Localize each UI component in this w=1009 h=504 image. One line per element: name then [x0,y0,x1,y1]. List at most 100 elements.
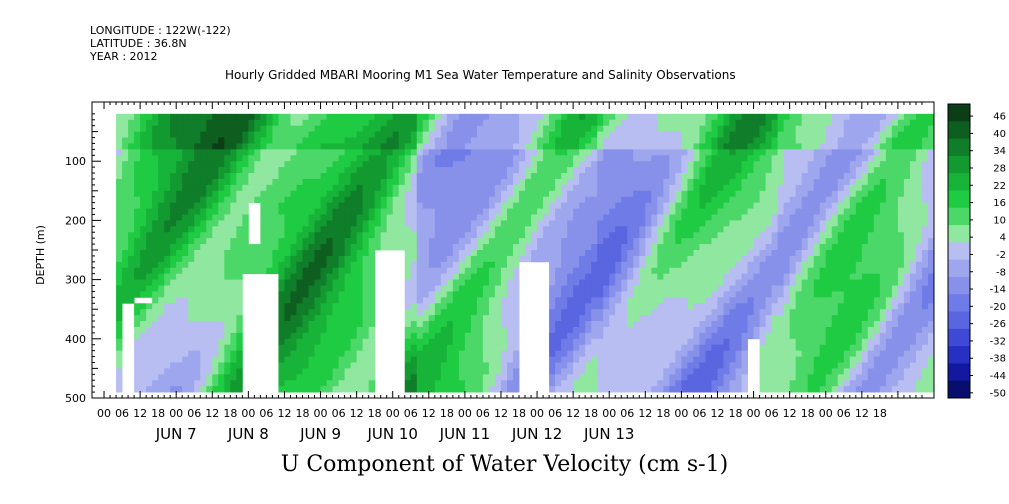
field-cell [236,161,243,168]
field-cell [272,125,279,132]
field-cell [158,244,165,251]
field-cell [561,143,568,150]
field-cell [194,291,201,298]
field-cell [242,143,249,150]
field-cell [350,315,358,322]
field-cell [194,356,201,363]
field-cell [188,190,195,198]
field-cell [224,255,231,263]
field-cell [585,362,592,369]
field-cell [705,119,712,127]
field-cell [200,326,207,334]
field-cell [729,244,736,251]
field-cell [452,368,460,375]
field-cell [699,291,706,298]
field-cell [338,326,345,334]
field-cell [224,244,231,251]
field-cell [645,315,652,322]
field-cell [747,226,754,233]
field-cell [470,362,478,369]
field-cell [176,303,183,310]
field-cell [627,344,634,352]
field-cell [783,303,791,310]
field-cell [783,291,791,298]
field-cell [368,291,376,298]
field-cell [621,285,628,292]
field-cell [212,255,219,263]
field-cell [585,255,592,263]
field-cell [140,208,147,215]
field-cell [182,356,189,363]
field-cell [452,190,460,198]
field-cell [296,214,303,221]
field-cell [284,297,291,304]
field-cell [482,356,490,363]
field-cell [488,131,496,138]
field-cell [470,250,478,257]
field-cell [164,321,171,328]
field-cell [476,143,484,150]
field-cell [428,113,436,121]
field-cell [519,167,526,174]
field-cell [567,303,574,310]
field-cell [705,315,712,322]
field-cell [537,119,544,127]
field-cell [741,143,748,150]
field-cell [206,380,213,387]
field-cell [669,362,676,369]
field-cell [615,190,622,198]
field-cell [434,250,442,257]
field-cell [639,143,646,150]
field-cell [284,255,291,263]
field-cell [362,285,370,292]
field-cell [236,184,243,192]
field-cell [633,238,640,245]
field-cell [494,309,502,316]
field-cell [356,173,364,180]
field-cell [230,356,237,363]
field-cell [170,356,177,363]
field-cell [765,155,773,162]
field-cell [609,356,616,363]
field-cell [645,332,652,340]
field-cell [735,285,742,292]
field-cell [284,380,291,387]
field-cell [176,362,183,369]
field-cell [260,184,267,192]
field-cell [212,149,219,156]
field-cell [801,267,809,275]
field-cell [140,143,147,150]
field-cell [320,149,327,156]
field-cell [717,167,724,174]
field-cell [681,285,688,292]
field-cell [687,125,694,132]
field-cell [531,113,538,121]
field-cell [410,161,418,168]
field-cell [711,350,718,357]
field-cell [494,326,502,334]
field-cell [350,244,358,251]
field-cell [549,326,556,334]
field-cell [146,250,153,257]
field-cell [128,291,135,298]
field-cell [711,255,718,263]
field-cell [302,344,309,352]
field-cell [777,119,785,127]
field-cell [464,232,472,239]
field-cell [657,255,664,263]
field-cell [404,362,412,369]
field-cell [164,167,171,174]
field-cell [506,338,514,346]
field-cell [356,119,364,127]
field-cell [711,131,718,138]
field-cell [639,214,646,221]
field-cell [176,131,183,138]
field-cell [771,208,779,215]
field-cell [765,214,773,221]
field-cell [314,326,321,334]
field-cell [176,250,183,257]
field-cell [585,356,592,363]
field-cell [531,238,538,245]
field-cell [170,137,177,144]
field-cell [711,143,718,150]
